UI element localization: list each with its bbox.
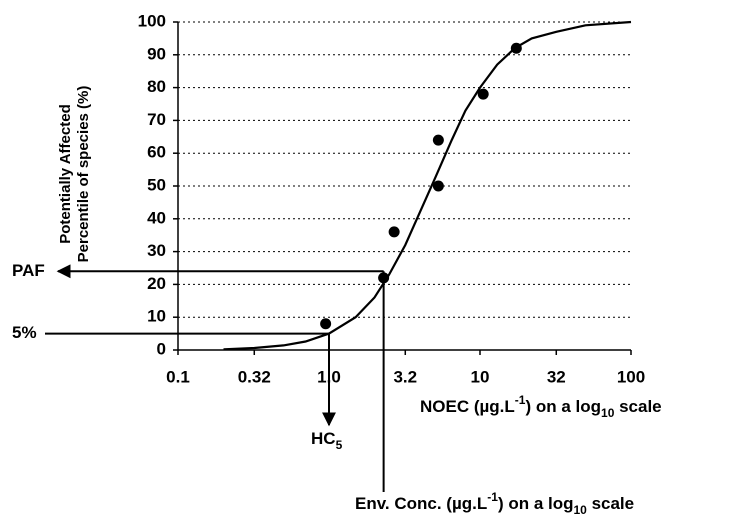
text-part: scale <box>614 397 661 416</box>
data-point <box>477 88 489 100</box>
data-point <box>388 226 400 238</box>
y-tick-label: 30 <box>147 241 166 260</box>
five-percent-label: 5% <box>12 323 37 342</box>
y-tick-label: 20 <box>147 274 166 293</box>
text-part: -1 <box>487 490 498 504</box>
data-point <box>432 180 444 192</box>
text-part: 10 <box>573 503 587 517</box>
y-tick-label: 100 <box>138 11 166 30</box>
x-tick-label: 0.1 <box>166 367 190 386</box>
x-tick-label: 3.2 <box>393 367 417 386</box>
text-part: NOEC (µg.L <box>420 397 515 416</box>
y-axis-label: Percentile of species (%) <box>75 86 92 263</box>
text-part: Env. Conc. (µg.L <box>355 494 487 513</box>
y-tick-label: 0 <box>157 339 166 358</box>
text-part: ) on a log <box>498 494 574 513</box>
text-part: 5 <box>336 438 343 452</box>
data-point <box>378 272 390 284</box>
x-tick-label: 0.32 <box>238 367 271 386</box>
text-part: ) on a log <box>525 397 601 416</box>
text-part: HC <box>311 429 336 448</box>
y-tick-label: 10 <box>147 307 166 326</box>
y-tick-label: 90 <box>147 44 166 63</box>
data-point <box>510 42 522 54</box>
y-axis-label: Potentially Affected <box>57 104 74 243</box>
x-tick-label: 32 <box>547 367 566 386</box>
y-tick-label: 40 <box>147 208 166 227</box>
annotation-text: HC5 <box>311 429 343 452</box>
fitted-curve <box>223 20 632 351</box>
data-point <box>320 318 332 330</box>
y-tick-label: 70 <box>147 110 166 129</box>
y-tick-label: 60 <box>147 143 166 162</box>
y-tick-label: 80 <box>147 77 166 96</box>
text-part: 10 <box>601 406 615 420</box>
x-tick-label: 100 <box>617 367 645 386</box>
annotation-text: Env. Conc. (µg.L-1) on a log10 scale <box>355 490 634 517</box>
annotation-text: NOEC (µg.L-1) on a log10 scale <box>420 393 662 420</box>
y-tick-label: 50 <box>147 175 166 194</box>
data-point <box>432 134 444 146</box>
x-tick-label: 10 <box>471 367 490 386</box>
paf-label: PAF <box>12 261 45 280</box>
text-part: -1 <box>515 393 526 407</box>
text-part: scale <box>587 494 634 513</box>
